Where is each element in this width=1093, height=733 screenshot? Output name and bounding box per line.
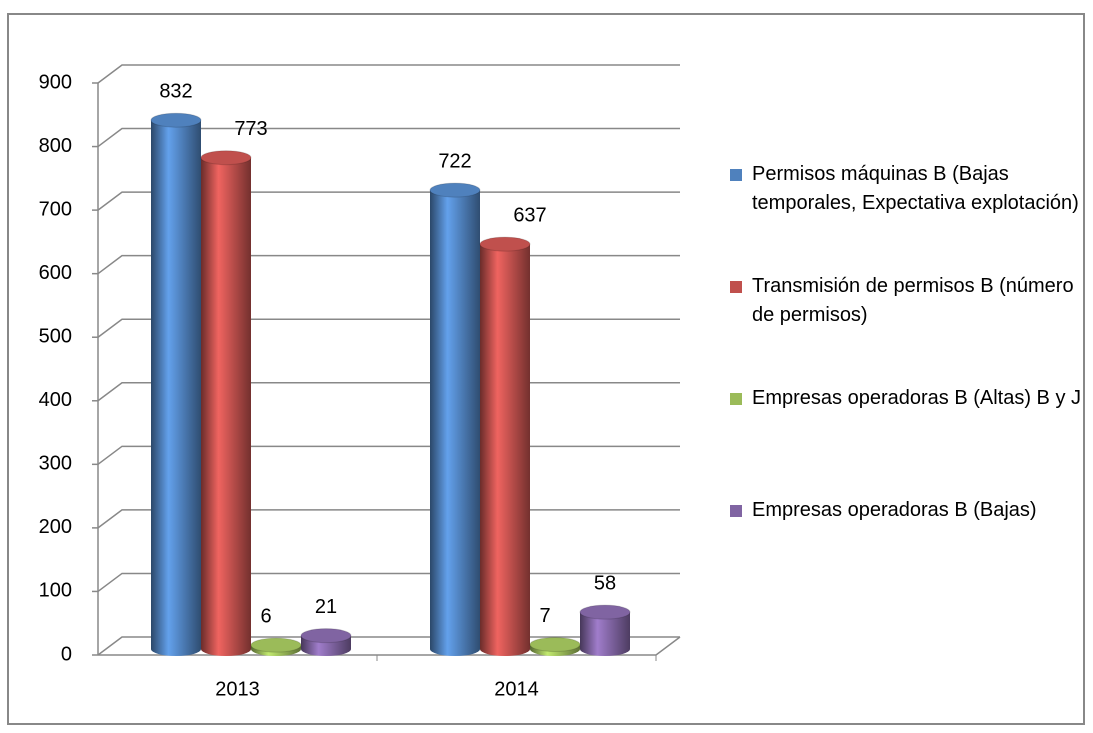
y-tick-label: 300 (39, 453, 72, 475)
frame (7, 13, 1085, 725)
bar (200, 150, 252, 656)
bar-top (300, 628, 352, 644)
legend-item: Empresas operadoras B (Altas) B y J (730, 384, 1085, 496)
bar-body (430, 190, 480, 656)
y-tick-label: 600 (39, 262, 72, 284)
bar-top (150, 112, 202, 128)
y-tick-label: 100 (39, 580, 72, 602)
y-tick-label: 400 (39, 389, 72, 411)
data-label: 21 (315, 596, 337, 618)
data-label: 6 (260, 605, 271, 627)
data-label: 832 (159, 80, 192, 102)
bar-top (200, 150, 252, 166)
y-tick-label: 700 (39, 198, 72, 220)
data-label: 7 (539, 605, 550, 627)
legend: Permisos máquinas B (Bajas temporales, E… (730, 160, 1085, 608)
bar-top (579, 604, 631, 620)
data-label: 58 (594, 572, 616, 594)
legend-label: Permisos máquinas B (Bajas temporales, E… (752, 163, 1079, 214)
data-label: 722 (438, 150, 471, 172)
x-tick-label: 2013 (215, 678, 260, 700)
x-tick-label: 2014 (494, 678, 539, 700)
y-tick-label: 900 (39, 71, 72, 93)
bar-top (479, 236, 531, 252)
bar (150, 112, 202, 657)
bar-body (480, 244, 530, 656)
legend-item: Transmisión de permisos B (número de per… (730, 272, 1085, 384)
y-tick-label: 0 (61, 643, 72, 665)
bar-top (250, 637, 302, 653)
y-tick-label: 500 (39, 326, 72, 348)
bar-top (429, 182, 481, 198)
bar (479, 236, 531, 656)
bar (250, 637, 302, 656)
legend-swatch (730, 169, 742, 181)
bar-top (529, 637, 581, 653)
grid-line (97, 191, 680, 211)
y-tick-label: 200 (39, 516, 72, 538)
legend-label: Empresas operadoras B (Altas) B y J (752, 387, 1082, 409)
y-tick-label: 800 (39, 135, 72, 157)
bar (429, 182, 481, 656)
legend-item: Empresas operadoras B (Bajas) (730, 496, 1085, 608)
legend-swatch (730, 505, 742, 517)
bar (529, 637, 581, 656)
legend-swatch (730, 281, 742, 293)
legend-label: Transmisión de permisos B (número de per… (752, 275, 1074, 326)
legend-label: Empresas operadoras B (Bajas) (752, 499, 1037, 521)
bar-body (151, 120, 201, 657)
legend-swatch (730, 393, 742, 405)
legend-item: Permisos máquinas B (Bajas temporales, E… (730, 160, 1085, 272)
bar (300, 628, 352, 656)
grid-line (97, 127, 680, 148)
data-label: 773 (234, 118, 267, 140)
bar (579, 604, 631, 656)
grid-line (97, 64, 680, 84)
data-label: 637 (513, 204, 546, 226)
bar-body (580, 612, 630, 656)
bar-body (201, 157, 251, 656)
